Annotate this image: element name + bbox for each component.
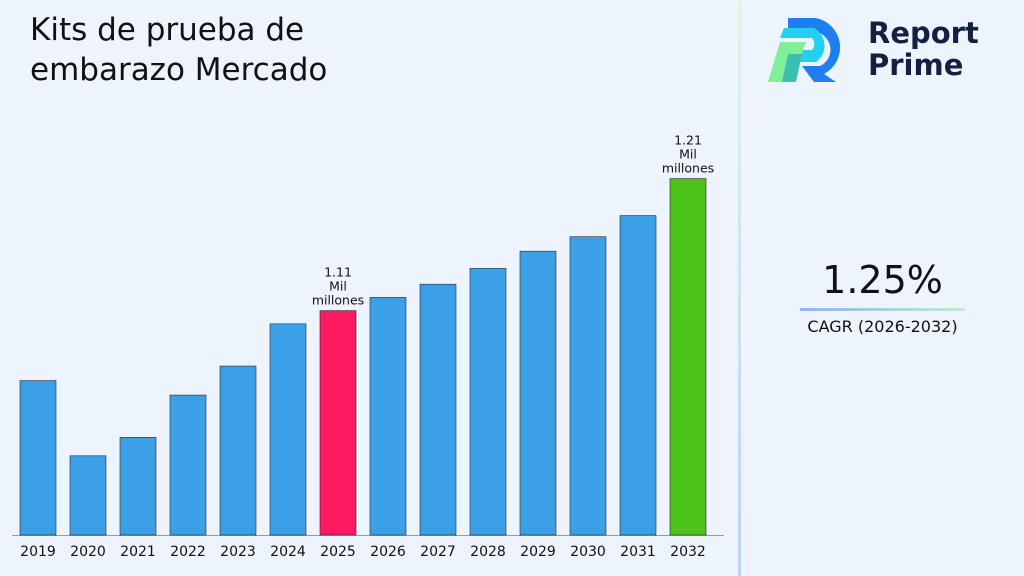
x-tick-label: 2022 bbox=[170, 544, 206, 560]
x-tick-label: 2032 bbox=[670, 544, 706, 560]
cagr-label: CAGR (2026-2032) bbox=[807, 317, 958, 336]
data-label-2025: 1.11 bbox=[324, 265, 352, 280]
bar-2019 bbox=[19, 380, 57, 536]
x-tick-label: 2028 bbox=[470, 544, 506, 560]
cagr-value: 1.25% bbox=[822, 258, 943, 302]
bar-2022 bbox=[169, 394, 207, 536]
data-label-2032: millones bbox=[662, 161, 714, 176]
brand-line2: Prime bbox=[868, 48, 964, 82]
bar-2027 bbox=[419, 283, 457, 536]
x-tick-label: 2026 bbox=[370, 544, 406, 560]
chart-title: Kits de prueba de embarazo Mercado bbox=[30, 12, 328, 88]
x-tick-label: 2023 bbox=[220, 544, 256, 560]
x-tick-label: 2029 bbox=[520, 544, 556, 560]
bar-2020 bbox=[69, 455, 107, 536]
report-prime-logo: Report Prime bbox=[766, 14, 979, 84]
x-tick-label: 2030 bbox=[570, 544, 606, 560]
x-tick-label: 2027 bbox=[420, 544, 456, 560]
x-tick-label: 2019 bbox=[20, 544, 56, 560]
data-label-2025: millones bbox=[312, 293, 364, 308]
x-tick-label: 2024 bbox=[270, 544, 306, 560]
divider bbox=[738, 0, 741, 576]
x-tick-label: 2020 bbox=[70, 544, 106, 560]
brand-line1: Report bbox=[868, 16, 979, 50]
bar-chart: 2019 2020 2021 2022 2023 2024 2025 2026 2027 2028… bbox=[12, 133, 724, 560]
x-tick-label: 2025 bbox=[320, 544, 356, 560]
cagr-panel: 1.25% CAGR (2026-2032) bbox=[800, 258, 965, 336]
bar-2029 bbox=[519, 250, 557, 536]
x-tick-label: 2021 bbox=[120, 544, 156, 560]
bar-2032 bbox=[669, 178, 707, 536]
data-label-2032: 1.21 bbox=[674, 133, 702, 148]
logo-mark-icon bbox=[768, 18, 841, 82]
bar-2021 bbox=[119, 437, 157, 536]
bar-2025 bbox=[319, 310, 357, 536]
x-tick-label: 2031 bbox=[620, 544, 656, 560]
data-label-2025: Mil bbox=[329, 279, 347, 294]
bar-2028 bbox=[469, 268, 507, 536]
cagr-underline bbox=[800, 308, 965, 311]
bar-2030 bbox=[569, 236, 607, 536]
bar-2024 bbox=[269, 323, 307, 536]
data-label-2032: Mil bbox=[679, 147, 697, 162]
bar-2023 bbox=[219, 365, 257, 536]
bar-2031 bbox=[619, 215, 657, 536]
bar-2026 bbox=[369, 297, 407, 536]
